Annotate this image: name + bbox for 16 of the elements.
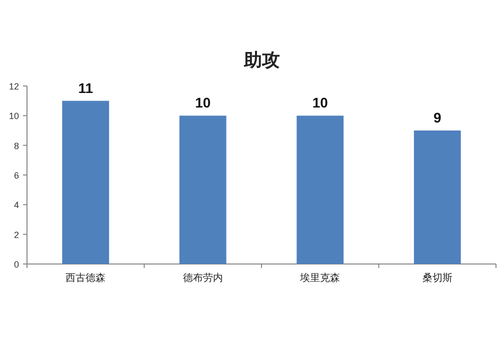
y-tick-label: 8 [14,140,19,151]
x-tick-label: 西古德森 [66,272,106,284]
x-tick-label: 德布劳内 [182,272,223,284]
y-tick-label: 12 [8,82,19,92]
y-tick-label: 10 [8,111,19,122]
data-label: 9 [433,110,442,126]
y-tick-label: 0 [14,260,19,270]
data-label: 10 [312,94,328,111]
chart-title: 助攻 [243,50,280,70]
y-tick-label: 4 [14,200,19,210]
data-label: 10 [195,94,211,111]
data-label: 11 [78,80,94,96]
x-tick-label: 桑切斯 [422,272,452,284]
x-tick-label: 埃里克森 [299,272,340,284]
y-tick-label: 6 [14,170,19,180]
y-tick-label: 2 [14,230,19,240]
